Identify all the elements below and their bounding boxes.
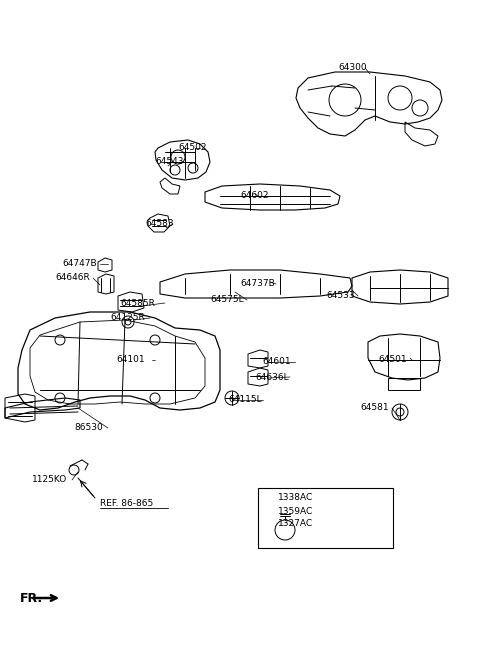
Text: 64502: 64502 bbox=[178, 144, 206, 152]
Text: 64636L: 64636L bbox=[255, 373, 288, 382]
Text: 64581: 64581 bbox=[360, 403, 389, 413]
Text: 64747B: 64747B bbox=[62, 260, 96, 268]
Text: 64737B: 64737B bbox=[240, 279, 275, 289]
Text: 64575L: 64575L bbox=[210, 295, 244, 304]
Text: 64602: 64602 bbox=[240, 192, 268, 201]
Text: 64646R: 64646R bbox=[55, 274, 90, 283]
Text: 64601: 64601 bbox=[262, 358, 290, 367]
Text: 1125KO: 1125KO bbox=[32, 476, 67, 485]
Text: 64300: 64300 bbox=[338, 64, 367, 73]
Text: 1327AC: 1327AC bbox=[278, 520, 313, 529]
Text: 1359AC: 1359AC bbox=[278, 506, 313, 516]
Text: 64533: 64533 bbox=[326, 291, 355, 300]
Text: 64543: 64543 bbox=[155, 157, 183, 167]
Text: 1338AC: 1338AC bbox=[278, 493, 313, 502]
Text: 64101: 64101 bbox=[116, 356, 144, 365]
Text: FR.: FR. bbox=[20, 592, 43, 604]
Text: 64501: 64501 bbox=[378, 356, 407, 365]
Text: REF. 86-865: REF. 86-865 bbox=[100, 499, 153, 508]
Text: 86530: 86530 bbox=[74, 424, 103, 432]
Text: 64583: 64583 bbox=[145, 220, 174, 228]
Text: 64125R: 64125R bbox=[110, 314, 145, 323]
Text: 64585R: 64585R bbox=[120, 298, 155, 308]
Text: 64115L: 64115L bbox=[228, 396, 262, 405]
